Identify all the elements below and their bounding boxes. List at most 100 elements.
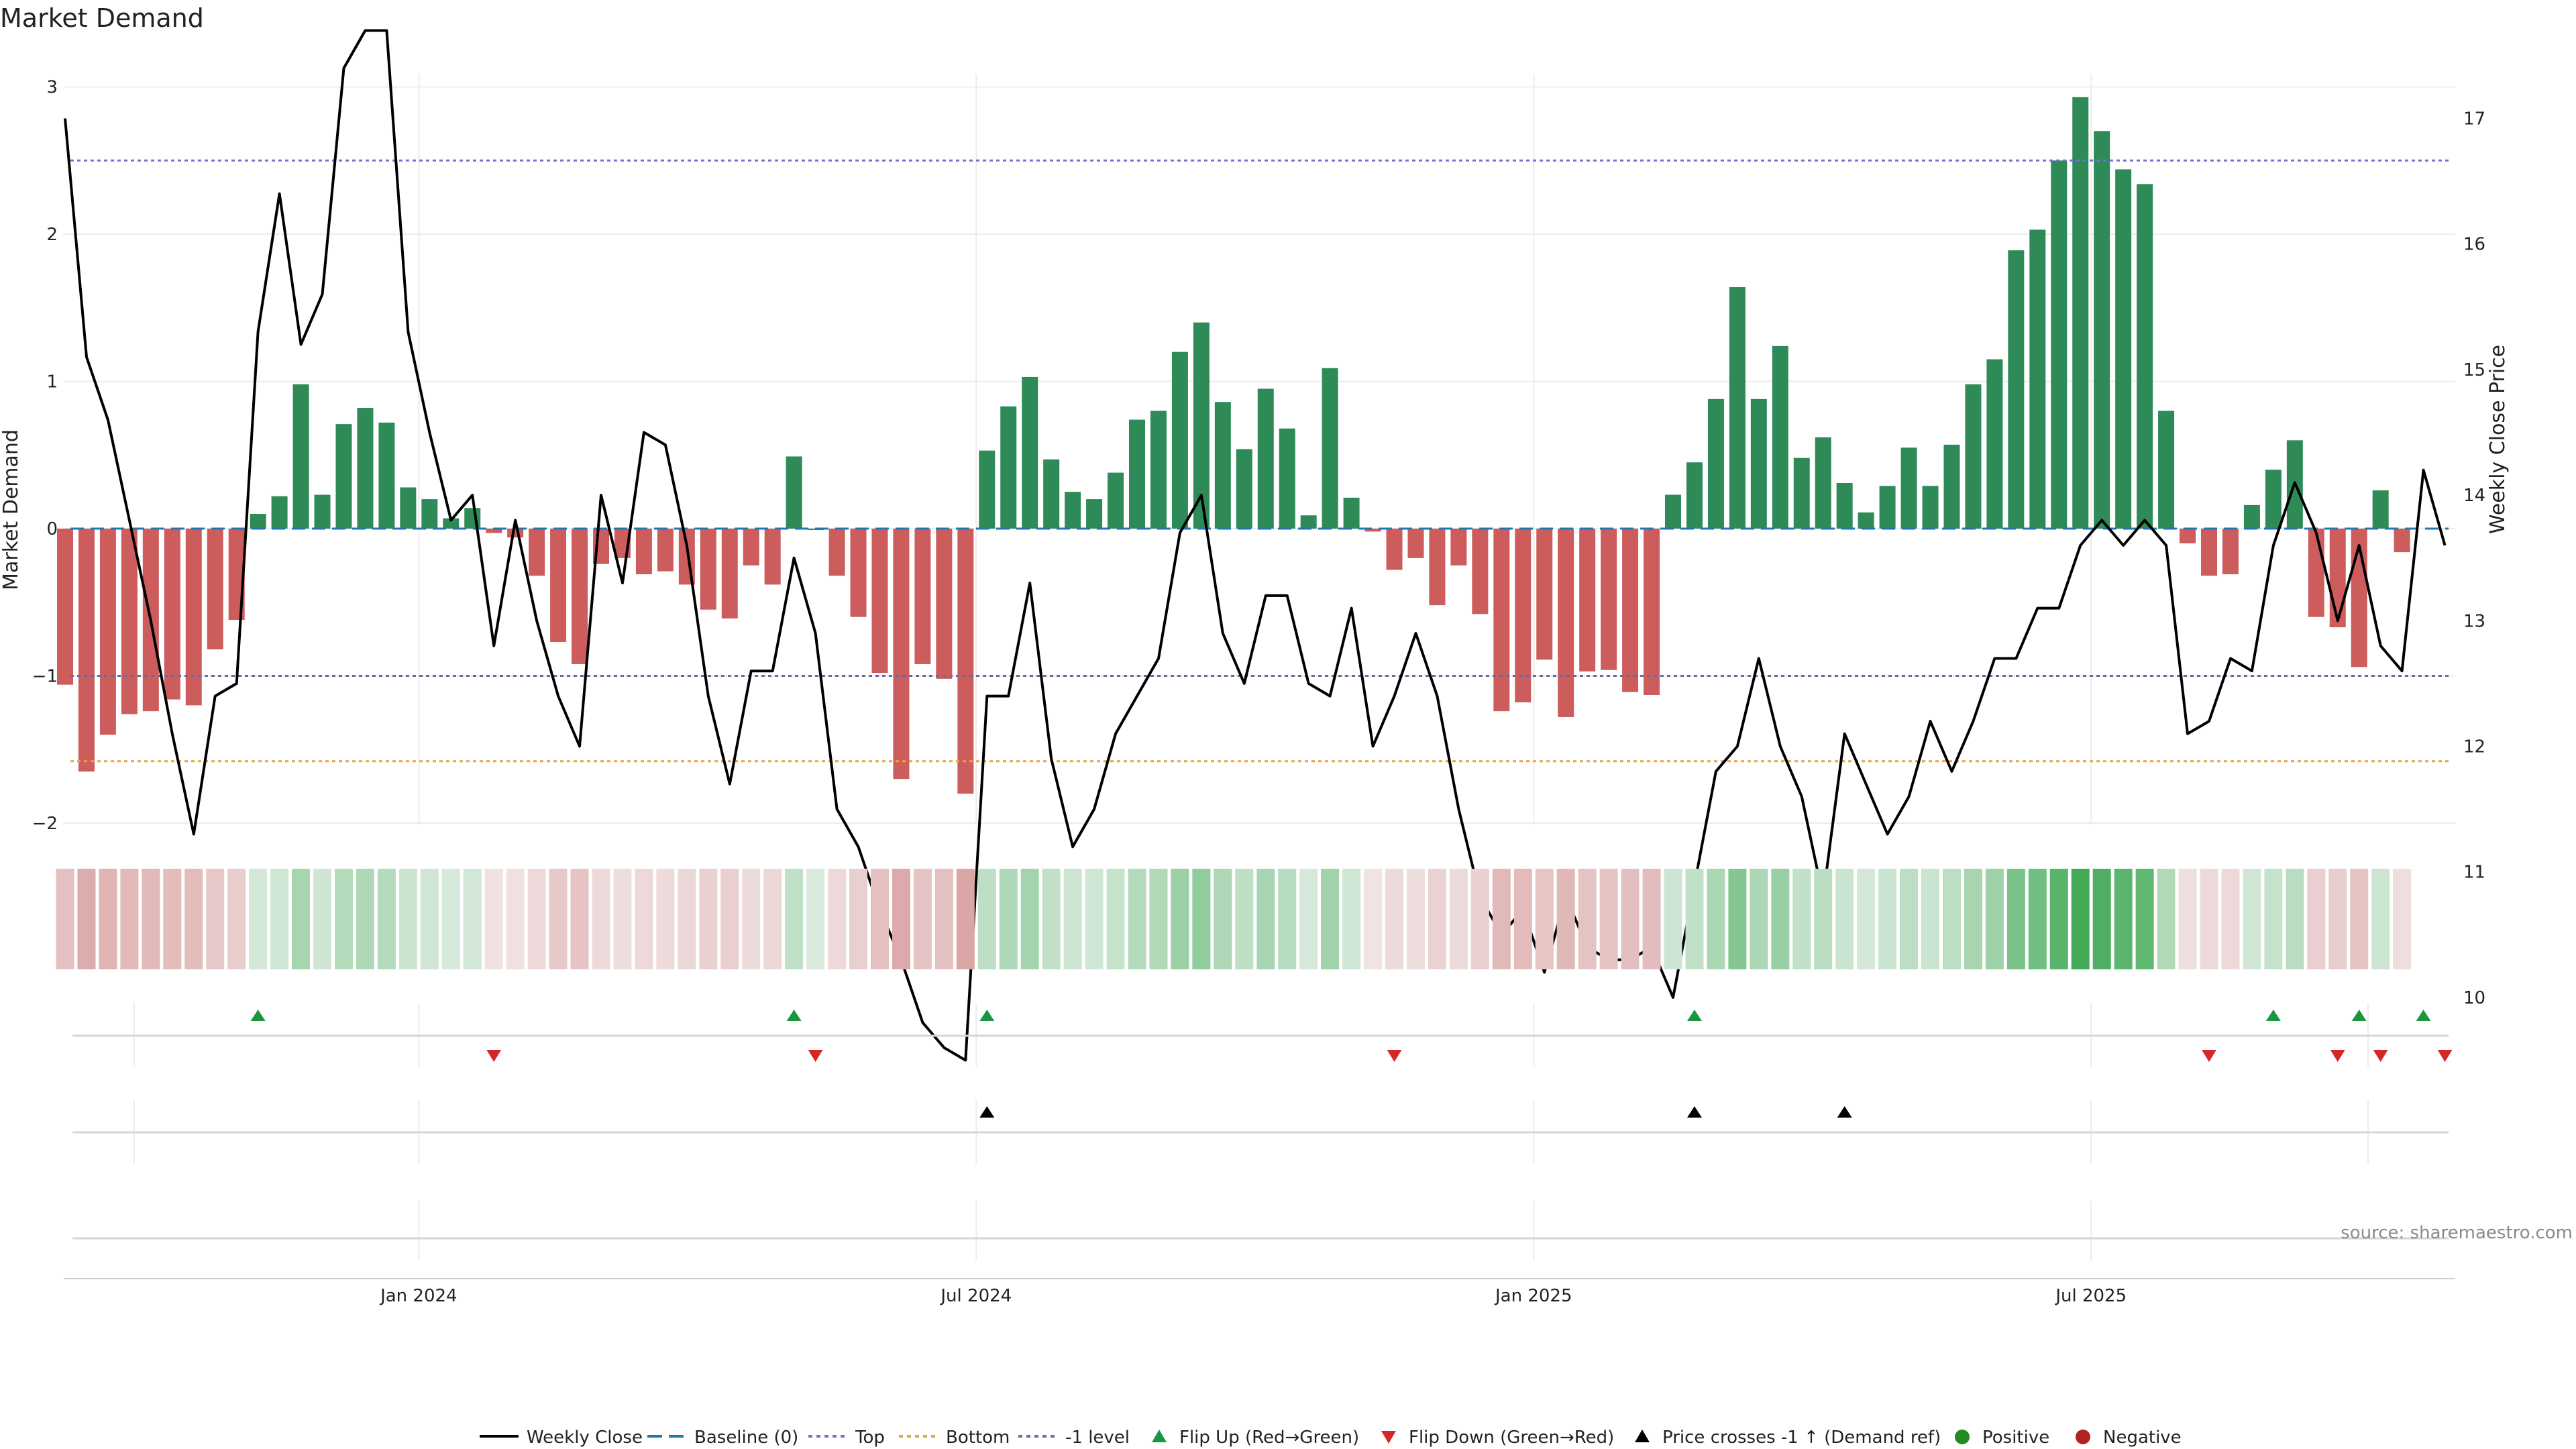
heat-cell bbox=[828, 869, 847, 969]
legend-label: Negative bbox=[2103, 1428, 2182, 1448]
left-tick-label: 3 bbox=[46, 78, 58, 98]
demand-bar bbox=[914, 529, 931, 664]
demand-bar bbox=[2372, 490, 2389, 529]
heat-cell bbox=[2393, 869, 2412, 969]
right-tick-label: 17 bbox=[2463, 109, 2485, 129]
heat-cell bbox=[956, 869, 975, 969]
heat-cell bbox=[1299, 869, 1318, 969]
heat-cell bbox=[785, 869, 804, 969]
demand-bar bbox=[1300, 515, 1317, 529]
demand-bar bbox=[1515, 529, 1532, 703]
heat-cell bbox=[1857, 869, 1876, 969]
heat-cell bbox=[206, 869, 225, 969]
demand-bar bbox=[1943, 444, 1960, 529]
heat-cell bbox=[270, 869, 289, 969]
demand-bar bbox=[357, 408, 374, 529]
heat-cell bbox=[720, 869, 739, 969]
demand-bar bbox=[1171, 352, 1188, 529]
flip-down-marker bbox=[486, 1050, 502, 1062]
demand-bar bbox=[2265, 470, 2282, 529]
heat-cell bbox=[699, 869, 718, 969]
demand-bar bbox=[1364, 529, 1381, 532]
heat-cell bbox=[120, 869, 139, 969]
demand-bar bbox=[99, 529, 116, 735]
heat-cell bbox=[527, 869, 546, 969]
demand-bar bbox=[1150, 411, 1167, 529]
heat-cell bbox=[613, 869, 632, 969]
demand-bar bbox=[1815, 437, 1831, 529]
heat-cell bbox=[742, 869, 761, 969]
demand-bar bbox=[1622, 529, 1639, 692]
heat-cell bbox=[1707, 869, 1725, 969]
demand-bar bbox=[936, 529, 953, 679]
demand-bar bbox=[1472, 529, 1489, 614]
demand-bar bbox=[271, 496, 288, 529]
flip-down-marker bbox=[2437, 1050, 2453, 1062]
demand-bar bbox=[1236, 449, 1252, 529]
demand-bar bbox=[1450, 529, 1467, 566]
demand-bar bbox=[850, 529, 867, 617]
heat-cell bbox=[1256, 869, 1275, 969]
heat-cell bbox=[1642, 869, 1661, 969]
heat-cell bbox=[2071, 869, 2090, 969]
heat-cell bbox=[2178, 869, 2197, 969]
heat-cell bbox=[1492, 869, 1511, 969]
heat-cell bbox=[1835, 869, 1854, 969]
right-tick-label: 16 bbox=[2463, 235, 2485, 255]
demand-bar bbox=[250, 514, 266, 529]
legend-label: Flip Up (Red→Green) bbox=[1179, 1428, 1359, 1448]
x-tick-label: Jan 2024 bbox=[379, 1286, 458, 1306]
heat-cell bbox=[1921, 869, 1940, 969]
demand-bar bbox=[2072, 97, 2089, 529]
price-cross-marker bbox=[1686, 1106, 1702, 1118]
demand-bar bbox=[1429, 529, 1446, 606]
demand-bar bbox=[1536, 529, 1553, 660]
demand-bar bbox=[1793, 458, 1810, 529]
heat-cell bbox=[913, 869, 932, 969]
heat-cell bbox=[398, 869, 417, 969]
demand-bar bbox=[1108, 472, 1124, 529]
heat-cell bbox=[2286, 869, 2304, 969]
heat-cell bbox=[1621, 869, 1640, 969]
demand-bar bbox=[443, 518, 460, 529]
demand-bar bbox=[1257, 388, 1274, 529]
demand-bar bbox=[2243, 504, 2260, 529]
heat-cell bbox=[1042, 869, 1061, 969]
empty-panel bbox=[72, 1201, 2449, 1261]
demand-bar bbox=[1386, 529, 1403, 570]
demand-bar bbox=[1129, 419, 1145, 529]
price-cross-marker bbox=[979, 1106, 995, 1118]
heat-cell bbox=[292, 869, 311, 969]
right-tick-label: 13 bbox=[2463, 611, 2485, 631]
legend: Weekly Close Baseline (0) Top Bottom -1 leve… bbox=[480, 1428, 2182, 1448]
heat-cell bbox=[1792, 869, 1811, 969]
heat-cell bbox=[635, 869, 653, 969]
flip-markers-panel bbox=[72, 1003, 2453, 1067]
heat-cell bbox=[1364, 869, 1383, 969]
heat-cell bbox=[77, 869, 96, 969]
heat-cell bbox=[1171, 869, 1189, 969]
demand-bar bbox=[1879, 486, 1896, 529]
heat-cell bbox=[1814, 869, 1833, 969]
heat-cell bbox=[2350, 869, 2369, 969]
heat-cell bbox=[2028, 869, 2047, 969]
demand-bar bbox=[2137, 184, 2153, 529]
flip-up-marker bbox=[250, 1010, 266, 1021]
heat-cell bbox=[2328, 869, 2347, 969]
demand-bar bbox=[2201, 529, 2217, 576]
heat-cell bbox=[892, 869, 910, 969]
demand-bar bbox=[635, 529, 652, 575]
left-tick-label: −2 bbox=[32, 814, 58, 834]
flip-down-marker bbox=[2373, 1050, 2388, 1062]
heat-cell bbox=[1342, 869, 1361, 969]
right-tick-label: 12 bbox=[2463, 737, 2485, 757]
heat-cell bbox=[1578, 869, 1597, 969]
demand-bar bbox=[1279, 428, 1295, 529]
legend-label: Price crosses -1 ↑ (Demand ref) bbox=[1662, 1428, 1941, 1448]
left-axis-ticks: 3 2 1 0 −1 −2 bbox=[32, 78, 58, 835]
legend-up-triangle-icon bbox=[1635, 1430, 1650, 1442]
legend-label: Flip Down (Green→Red) bbox=[1409, 1428, 1614, 1448]
heat-cell bbox=[1020, 869, 1039, 969]
x-axis: Jan 2024 Jul 2024 Jan 2025 Jul 2025 bbox=[64, 1278, 2455, 1306]
heat-cell bbox=[227, 869, 246, 969]
